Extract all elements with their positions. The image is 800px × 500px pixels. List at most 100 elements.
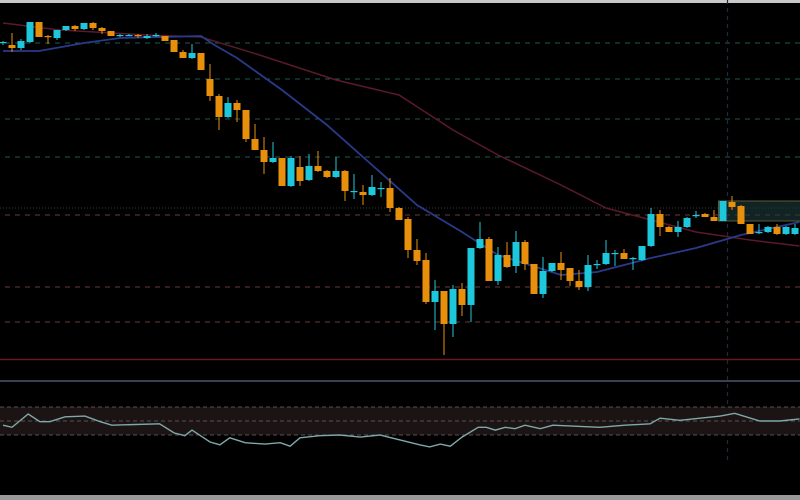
candle — [557, 252, 565, 280]
candle-body — [440, 291, 448, 324]
candle-body — [44, 36, 52, 38]
candle-body — [170, 40, 178, 52]
candle — [368, 175, 376, 196]
candle — [440, 291, 448, 355]
candles — [0, 22, 799, 355]
candle-body — [206, 79, 214, 96]
candle — [359, 185, 367, 205]
candle — [323, 170, 331, 178]
candle — [413, 239, 421, 265]
candle-body — [287, 158, 295, 186]
candle — [539, 257, 547, 298]
candle — [152, 33, 160, 37]
candle — [782, 226, 790, 235]
candle — [296, 156, 304, 186]
candle — [521, 240, 529, 270]
candle-body — [386, 188, 394, 208]
candle — [26, 22, 34, 43]
candle-body — [395, 208, 403, 220]
candle — [647, 208, 655, 247]
candle — [62, 26, 70, 31]
candle-body — [647, 214, 655, 246]
candle-body — [350, 191, 358, 193]
oscillator-line — [2, 412, 800, 448]
candle — [656, 210, 664, 236]
candle-body — [782, 227, 790, 234]
candle — [71, 25, 79, 31]
candle — [494, 247, 502, 285]
candle-body — [26, 22, 34, 42]
candle — [188, 44, 196, 59]
candle — [548, 263, 556, 272]
candle-body — [602, 253, 610, 264]
candle-body — [188, 53, 196, 58]
candle — [269, 142, 277, 163]
candle-body — [62, 26, 70, 30]
candle — [89, 22, 97, 30]
candle-body — [512, 242, 520, 266]
candle — [287, 156, 295, 187]
candle-body — [755, 232, 763, 234]
candle-body — [152, 35, 160, 37]
candle — [251, 124, 259, 150]
candle — [278, 158, 286, 186]
candle-body — [341, 171, 349, 191]
candle-body — [233, 103, 241, 110]
candle — [764, 226, 772, 233]
candle — [134, 34, 142, 38]
candle-body — [431, 291, 439, 302]
candle-body — [134, 35, 142, 37]
candle — [0, 41, 7, 45]
candle-body — [593, 264, 601, 266]
candle-body — [638, 246, 646, 260]
candle — [206, 64, 214, 101]
candle — [197, 53, 205, 70]
candle — [584, 255, 592, 291]
candle — [665, 226, 673, 232]
candle — [728, 196, 736, 210]
price-levels — [0, 42, 800, 361]
candle — [350, 174, 358, 199]
candle-body — [746, 224, 754, 234]
candle-body — [197, 53, 205, 70]
candle-body — [251, 139, 259, 150]
candle-body — [422, 260, 430, 302]
candle — [467, 248, 475, 322]
candle-body — [692, 215, 700, 217]
candle-body — [449, 289, 457, 324]
candle-body — [764, 227, 772, 232]
candle — [773, 224, 781, 235]
candle-body — [17, 41, 25, 48]
candle — [377, 182, 385, 197]
candle — [719, 201, 727, 221]
candle — [476, 222, 484, 249]
pane-separator[interactable] — [0, 380, 800, 382]
candle — [674, 221, 682, 237]
candle-body — [665, 227, 673, 232]
candle — [566, 268, 574, 286]
candle-body — [728, 202, 736, 207]
candle — [179, 50, 187, 58]
bottom-border — [0, 495, 800, 500]
candle — [710, 210, 718, 221]
candle-body — [116, 35, 124, 37]
candle — [404, 217, 412, 258]
candle — [737, 205, 745, 224]
candle-body — [674, 227, 682, 232]
candle — [575, 270, 583, 290]
candle — [755, 224, 763, 234]
candle-body — [224, 103, 232, 117]
candle — [80, 23, 88, 30]
candle — [98, 27, 106, 34]
candle-body — [359, 192, 367, 195]
candle-body — [269, 158, 277, 162]
candle — [53, 30, 61, 40]
candle — [530, 264, 538, 294]
candle-body — [242, 110, 250, 139]
candle-body — [368, 187, 376, 195]
candle — [629, 257, 637, 270]
candle — [746, 224, 754, 234]
candle — [224, 97, 232, 118]
candle-body — [8, 45, 16, 48]
